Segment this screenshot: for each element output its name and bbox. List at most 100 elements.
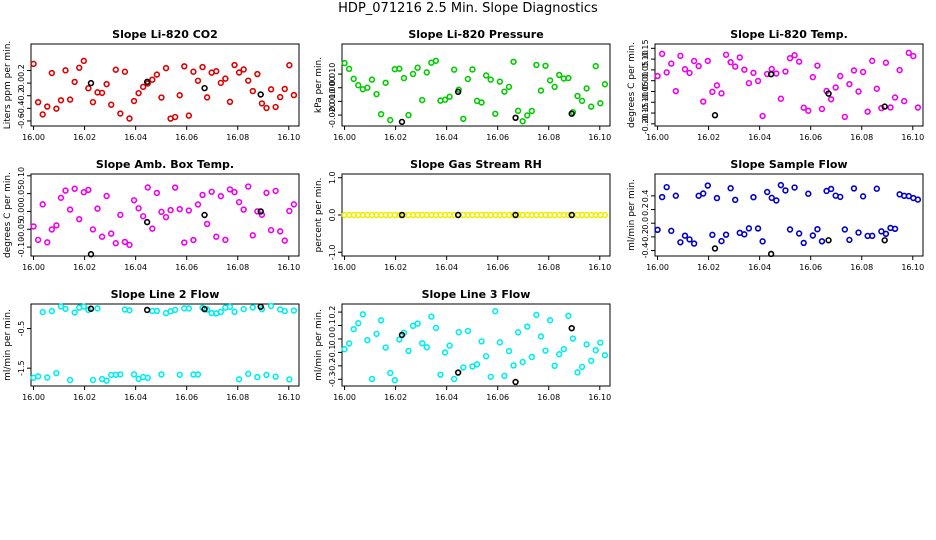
data-point <box>272 103 279 111</box>
x-tick-label: 16.06 <box>486 263 509 272</box>
highlight-point <box>767 250 775 258</box>
data-point <box>181 63 188 70</box>
y-tick-label: 0.0 <box>641 217 650 230</box>
data-point <box>263 104 270 112</box>
plot-frame <box>654 173 924 257</box>
highlight-point <box>711 245 719 252</box>
data-point <box>94 305 101 312</box>
data-point <box>914 104 922 111</box>
data-point <box>741 66 748 73</box>
x-tick-label: 16.08 <box>226 133 249 142</box>
x-tick-label: 16.00 <box>646 133 669 142</box>
data-point <box>791 184 798 191</box>
data-point <box>126 307 133 314</box>
data-point <box>869 232 876 240</box>
data-point <box>66 96 74 103</box>
data-point <box>199 63 206 71</box>
highlight-point <box>881 237 888 244</box>
data-point <box>542 62 549 69</box>
x-tick-label: 16.02 <box>384 133 407 142</box>
data-point <box>149 225 156 232</box>
x-tick-label: 16.04 <box>124 133 147 142</box>
highlight-point <box>201 305 208 313</box>
x-tick-label: 16.10 <box>588 263 611 272</box>
data-point <box>217 308 225 316</box>
data-point <box>850 185 858 192</box>
x-tick-label: 16.10 <box>588 133 611 142</box>
data-point <box>235 69 243 76</box>
data-point <box>654 72 661 80</box>
data-point <box>199 191 206 199</box>
x-tick-label: 16.08 <box>537 133 560 142</box>
data-point <box>231 308 238 316</box>
data-point <box>226 186 234 193</box>
x-tick-label: 16.06 <box>175 133 198 142</box>
data-point <box>891 225 899 233</box>
data-point <box>34 236 42 244</box>
data-point <box>355 82 362 89</box>
data-point <box>89 98 97 106</box>
y-tick-label: 0.010 <box>328 63 337 86</box>
data-point <box>391 376 398 384</box>
data-point <box>686 236 693 243</box>
y-tick-label: -0.15 <box>641 103 650 124</box>
data-point <box>441 349 449 356</box>
data-point <box>478 338 485 345</box>
y-tick-label: 0.2 <box>17 64 26 77</box>
chart-title: Slope Gas Stream RH <box>410 158 542 171</box>
highlight-point <box>398 118 406 126</box>
data-point <box>240 305 247 313</box>
data-point <box>782 68 789 75</box>
x-tick-label: 16.08 <box>226 263 249 272</box>
x-tick-label: 16.00 <box>22 393 45 402</box>
data-point <box>795 230 803 237</box>
data-point <box>281 237 288 244</box>
x-tick-label: 16.02 <box>73 263 96 272</box>
data-point <box>690 57 698 65</box>
data-point <box>827 185 835 193</box>
data-point <box>98 233 106 240</box>
data-point <box>597 100 604 107</box>
data-point <box>574 92 581 100</box>
chart-title: Slope Amb. Box Temp. <box>96 158 234 171</box>
data-point <box>455 329 462 336</box>
x-tick-label: 16.10 <box>901 263 924 272</box>
data-point <box>176 205 183 213</box>
highlight-point <box>143 306 151 314</box>
data-point <box>135 205 142 212</box>
data-point <box>254 70 261 78</box>
data-point <box>524 323 531 330</box>
data-point <box>62 187 69 194</box>
data-point <box>53 369 60 377</box>
y-tick-label: -0.2 <box>17 88 26 104</box>
x-tick-label: 16.02 <box>73 393 96 402</box>
highlight-point <box>568 324 575 332</box>
x-tick-label: 16.00 <box>646 263 669 272</box>
data-point <box>139 213 147 220</box>
data-point <box>878 228 885 235</box>
y-tick-label: 0.2 <box>328 306 337 319</box>
data-point <box>377 110 385 118</box>
highlight-point <box>398 331 406 339</box>
y-axis-label: kPa per min. <box>314 57 324 113</box>
highlight-point <box>825 90 832 97</box>
data-point <box>450 375 458 383</box>
data-point <box>286 62 293 69</box>
data-point <box>62 305 69 313</box>
y-tick-label: -1.0 <box>328 244 337 260</box>
x-tick-label: 16.04 <box>435 133 458 142</box>
data-point <box>48 307 56 315</box>
y-tick-label: 0.4 <box>641 189 650 202</box>
highlight-point <box>257 91 264 98</box>
data-point <box>805 190 812 197</box>
data-point <box>658 193 666 201</box>
data-point <box>460 364 467 371</box>
data-point <box>882 230 890 238</box>
data-point <box>158 208 165 216</box>
data-point <box>130 197 138 204</box>
highlight-point <box>257 303 264 310</box>
data-point <box>53 222 60 229</box>
data-point <box>44 239 51 246</box>
y-tick-label: 0.05 <box>17 185 26 203</box>
data-point <box>176 371 183 378</box>
